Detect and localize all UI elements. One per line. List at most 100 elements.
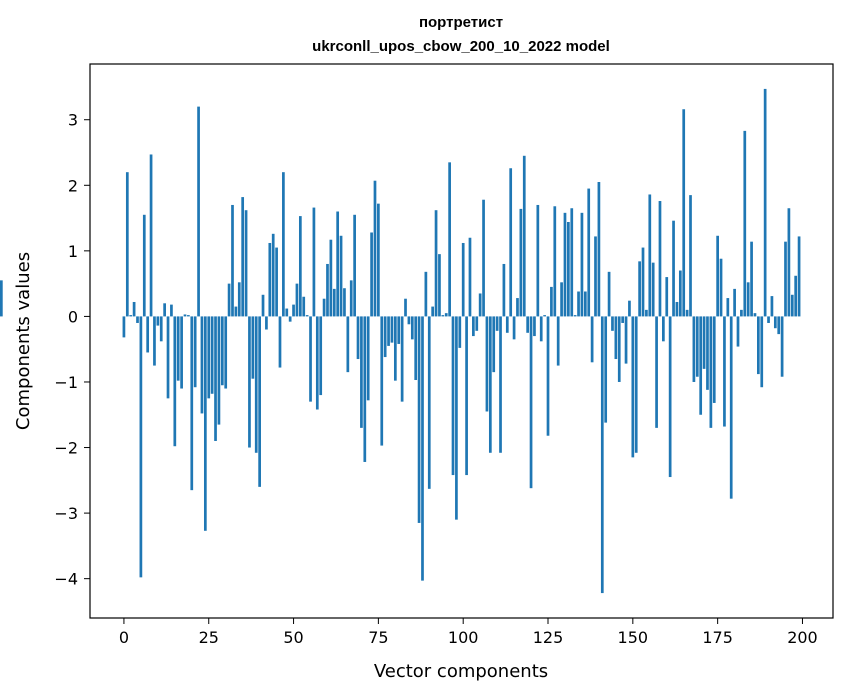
x-tick-label: 75: [368, 628, 388, 647]
x-axis-label: Vector components: [374, 661, 548, 682]
bar: [611, 316, 614, 331]
bar: [760, 316, 764, 388]
bar: [288, 316, 292, 322]
bar: [265, 316, 268, 330]
bar: [767, 316, 770, 323]
bar: [750, 241, 753, 317]
bar: [217, 316, 221, 425]
bar: [207, 316, 211, 399]
bar: [366, 316, 370, 401]
bar: [665, 277, 669, 317]
bar: [282, 172, 285, 317]
bar: [258, 316, 261, 487]
bar: [577, 291, 580, 317]
bar: [458, 316, 462, 348]
bar: [757, 316, 760, 375]
bar: [587, 188, 591, 317]
bar: [427, 316, 431, 489]
bar: [712, 316, 716, 403]
bar: [519, 208, 523, 317]
bar: [203, 316, 207, 531]
x-tick-label: 50: [283, 628, 303, 647]
bar: [292, 304, 295, 317]
bar: [709, 316, 713, 428]
bar: [414, 316, 418, 381]
bar: [790, 294, 794, 317]
bar: [475, 316, 479, 331]
bar: [122, 316, 126, 338]
bar: [261, 294, 265, 317]
bar: [159, 316, 163, 342]
bar: [346, 316, 350, 373]
bar: [638, 261, 641, 317]
bar: [187, 315, 190, 317]
bar: [407, 316, 411, 325]
bar: [305, 315, 309, 317]
bar: [268, 242, 272, 317]
bar: [142, 214, 146, 317]
bar: [777, 316, 781, 335]
bar: [784, 241, 787, 317]
bar: [573, 315, 577, 317]
bar: [668, 316, 672, 478]
bar: [373, 180, 377, 317]
bar: [220, 316, 224, 386]
bar: [424, 271, 428, 317]
bar: [390, 316, 394, 343]
bar: [332, 288, 336, 317]
bar: [580, 212, 584, 317]
bar: [468, 237, 472, 317]
bar: [794, 275, 798, 317]
bar: [753, 313, 757, 317]
bar: [200, 316, 204, 414]
bar: [556, 316, 560, 366]
bar: [740, 309, 743, 317]
bar: [302, 296, 306, 317]
bar: [567, 222, 570, 317]
bar: [655, 316, 658, 428]
bar: [387, 316, 390, 346]
bar: [176, 316, 180, 381]
chart-title-line2: ukrconll_upos_cbow_200_10_2022 model: [312, 38, 610, 55]
bar: [502, 263, 506, 317]
bar: [380, 316, 384, 446]
bar: [465, 316, 468, 476]
bar: [716, 235, 719, 317]
bar: [485, 316, 489, 412]
x-tick-label: 200: [787, 628, 818, 647]
bar: [706, 316, 709, 390]
bar: [0, 280, 3, 317]
bar: [662, 316, 665, 342]
bar: [533, 316, 536, 337]
bar: [678, 270, 682, 317]
bar: [298, 216, 302, 317]
bar: [210, 316, 214, 394]
bar: [319, 316, 323, 396]
bar: [166, 316, 170, 399]
bar: [441, 315, 445, 317]
bar: [787, 208, 791, 317]
bar: [197, 106, 200, 317]
bar: [597, 182, 601, 317]
bar: [285, 308, 289, 317]
bar: [723, 316, 726, 427]
bar: [736, 316, 740, 347]
bar-series: [0, 88, 801, 594]
bar: [472, 316, 475, 337]
bar: [648, 194, 652, 317]
bar: [393, 316, 397, 381]
bar: [522, 155, 526, 317]
bar: [621, 316, 625, 323]
bar: [224, 316, 228, 389]
y-tick-label: 2: [68, 176, 78, 195]
bar: [624, 316, 628, 364]
bar: [271, 233, 275, 317]
bar: [193, 316, 197, 388]
bar: [516, 298, 519, 317]
bar: [492, 316, 496, 373]
x-tick-label: 125: [533, 628, 564, 647]
bar: [438, 254, 441, 317]
y-tick-label: −1: [54, 373, 78, 392]
y-tick-label: −4: [54, 570, 78, 589]
bar: [156, 316, 160, 326]
